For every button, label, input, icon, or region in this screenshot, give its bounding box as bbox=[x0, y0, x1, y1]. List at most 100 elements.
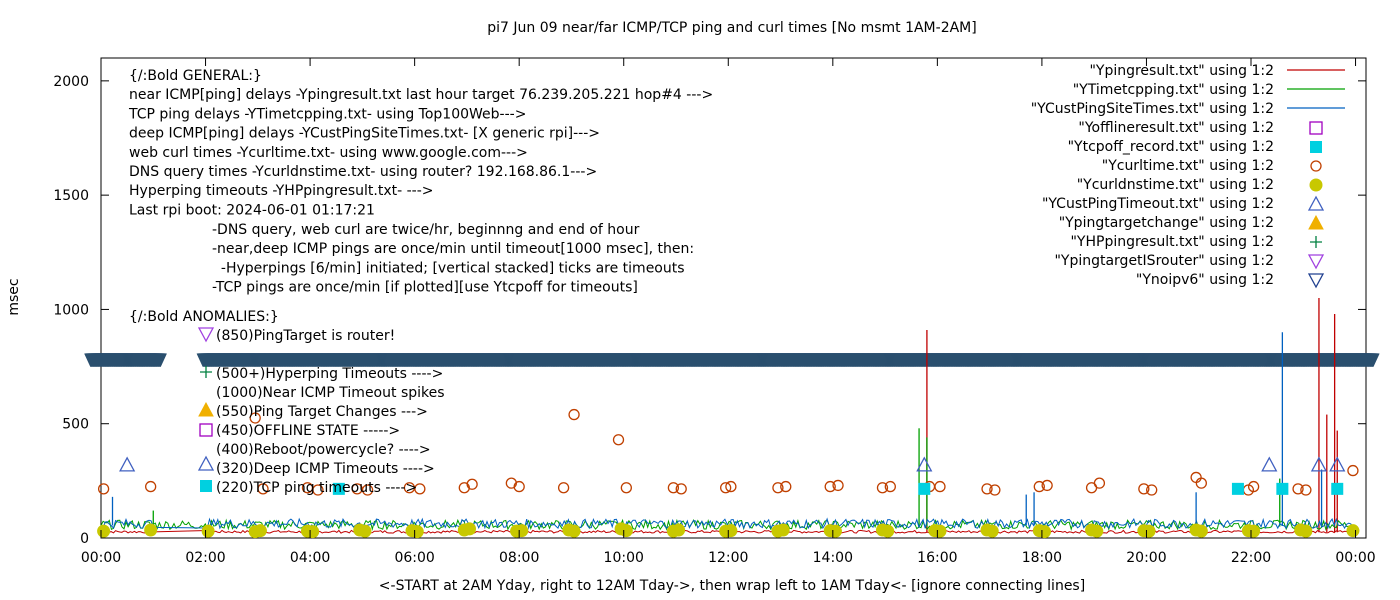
data-point bbox=[675, 483, 687, 495]
annotation-anomaly: (550)Ping Target Changes ---> bbox=[216, 404, 428, 420]
data-point bbox=[933, 524, 947, 538]
data-point bbox=[1247, 480, 1260, 493]
annotation-general: Last rpi boot: 2024-06-01 01:17:21 bbox=[129, 202, 375, 218]
data-point bbox=[97, 524, 111, 538]
data-point bbox=[1041, 479, 1053, 492]
data-point bbox=[612, 434, 625, 446]
data-point bbox=[1090, 524, 1104, 538]
annotation-note: -TCP pings are once/min [if plotted][use… bbox=[212, 280, 638, 296]
data-point bbox=[1292, 483, 1304, 495]
annotation-anomaly: (220)TCP ping timeouts ----> bbox=[216, 480, 417, 496]
y-axis-label: msec bbox=[6, 278, 22, 315]
anomaly-target-change-icon bbox=[198, 401, 214, 417]
data-point bbox=[312, 484, 324, 496]
x-tick-label: 18:00 bbox=[1022, 550, 1062, 566]
annotation-general: Hyperping timeouts -YHPpingresult.txt- -… bbox=[129, 183, 434, 199]
data-point bbox=[145, 480, 157, 493]
data-point bbox=[358, 524, 372, 538]
y-tick-label: 500 bbox=[62, 417, 89, 433]
annotation-note: -Hyperpings [6/min] initiated; [vertical… bbox=[212, 260, 685, 276]
y-tick-label: 2000 bbox=[53, 74, 89, 90]
data-point bbox=[257, 483, 269, 495]
x-tick-label: 14:00 bbox=[813, 550, 853, 566]
annotation-note: -near,deep ICMP pings are once/min until… bbox=[212, 241, 694, 257]
data-point bbox=[1093, 477, 1106, 489]
data-point bbox=[720, 482, 732, 494]
plot-frame bbox=[100, 57, 1367, 539]
data-point bbox=[1194, 524, 1208, 538]
anomaly-router-icon bbox=[197, 327, 215, 343]
data-point bbox=[828, 524, 842, 538]
data-point bbox=[1299, 524, 1313, 538]
data-point bbox=[253, 524, 267, 538]
legend-swatch bbox=[1307, 254, 1325, 270]
series-points-layer bbox=[97, 408, 1360, 539]
legend-swatch bbox=[1310, 160, 1322, 172]
x-tick-label: 02:00 bbox=[185, 550, 225, 566]
legend-label: "YpingtargetISrouter" using 1:2 bbox=[1054, 253, 1274, 269]
legend-label: "YHPpingresult.txt" using 1:2 bbox=[1070, 234, 1274, 250]
legend-swatch bbox=[1309, 178, 1323, 192]
anomaly-hyperping-icon bbox=[200, 366, 212, 378]
legend-swatch bbox=[1307, 273, 1325, 289]
data-point bbox=[249, 412, 261, 424]
data-point bbox=[989, 484, 1001, 496]
data-point bbox=[776, 523, 790, 537]
data-point bbox=[306, 525, 320, 539]
annotation-general: near ICMP[ping] delays -Ypingresult.txt … bbox=[129, 87, 713, 103]
data-point bbox=[463, 522, 477, 536]
data-point bbox=[667, 482, 680, 494]
data-point bbox=[1276, 482, 1289, 495]
chart-title: pi7 Jun 09 near/far ICMP/TCP ping and cu… bbox=[487, 20, 976, 36]
y-tick-label: 1000 bbox=[53, 302, 89, 318]
data-point bbox=[620, 482, 632, 494]
data-point bbox=[332, 482, 345, 495]
data-point bbox=[619, 524, 633, 538]
data-point bbox=[361, 484, 374, 496]
data-point bbox=[772, 482, 784, 494]
data-point bbox=[410, 525, 424, 539]
data-point bbox=[466, 478, 478, 490]
x-tick-label: 04:00 bbox=[290, 550, 330, 566]
data-point bbox=[1261, 456, 1278, 472]
data-point bbox=[201, 524, 215, 538]
data-point bbox=[414, 483, 426, 495]
annotation-general: DNS query times -Ycurldnstime.txt- using… bbox=[129, 164, 597, 180]
annotation-note: -DNS query, web curl are twice/hr, begin… bbox=[212, 222, 640, 238]
legend-swatch bbox=[1307, 195, 1325, 211]
data-point bbox=[916, 456, 933, 472]
data-point bbox=[985, 524, 999, 538]
data-point bbox=[876, 482, 889, 494]
annotation-anomaly: (400)Reboot/powercycle? ----> bbox=[216, 442, 431, 458]
x-tick-label: 22:00 bbox=[1231, 550, 1271, 566]
data-point bbox=[1231, 482, 1244, 495]
axis-ticks-layer: 0 500 1000 1500 2000 00:00 02:00 04:00 06:00 08:0… bbox=[53, 58, 1376, 566]
legend-swatch bbox=[1309, 121, 1323, 135]
data-point bbox=[1190, 471, 1202, 484]
data-point bbox=[144, 523, 158, 537]
legend-label: "Ynoipv6" using 1:2 bbox=[1136, 272, 1274, 288]
data-point bbox=[1142, 524, 1156, 538]
annotation-general: {/:Bold GENERAL:} bbox=[129, 68, 262, 84]
legend-label: "Ycurltime.txt" using 1:2 bbox=[1102, 158, 1274, 174]
data-point bbox=[1195, 477, 1207, 489]
data-point bbox=[884, 480, 896, 493]
annotation-anomaly: (850)PingTarget is router! bbox=[216, 328, 395, 344]
legend-swatch bbox=[1308, 214, 1324, 230]
noipv6-band-layer bbox=[84, 353, 1380, 368]
annotation-general: web curl times -Ycurltime.txt- using www… bbox=[129, 145, 528, 161]
x-axis-label: <-START at 2AM Yday, right to 12AM Tday-… bbox=[379, 578, 1085, 594]
ynoipv6-band bbox=[84, 353, 1380, 368]
x-tick-label: 00:00 bbox=[1335, 550, 1375, 566]
anomaly-deep-icmp-icon bbox=[197, 455, 215, 471]
data-point bbox=[1146, 484, 1158, 496]
data-point bbox=[918, 482, 931, 495]
data-point bbox=[1247, 524, 1261, 538]
annotation-anomaly: (500+)Hyperping Timeouts ----> bbox=[216, 366, 443, 382]
legend-label: "YCustPingSiteTimes.txt" using 1:2 bbox=[1031, 101, 1274, 117]
x-tick-label: 10:00 bbox=[604, 550, 644, 566]
x-tick-label: 06:00 bbox=[394, 550, 434, 566]
data-point bbox=[515, 524, 529, 538]
data-point bbox=[568, 408, 580, 421]
data-point bbox=[567, 524, 581, 538]
